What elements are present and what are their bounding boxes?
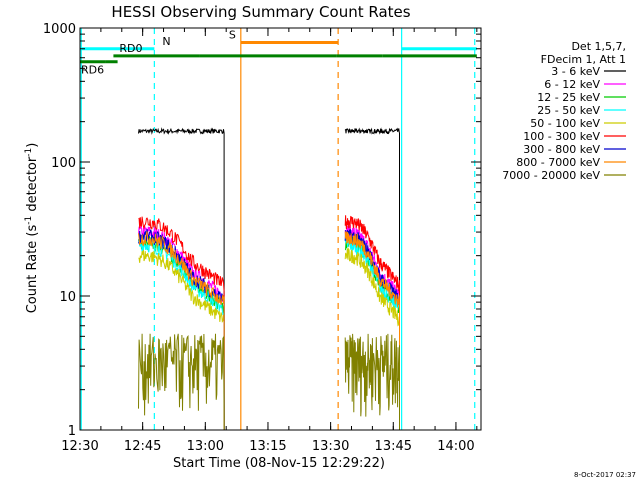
series-line-5 — [138, 215, 400, 430]
y-axis-label-part2: detector — [25, 156, 40, 216]
series-lines — [138, 127, 400, 430]
chart-title: HESSI Observing Summary Count Rates — [111, 3, 410, 21]
flag-label: RD6 — [81, 64, 104, 77]
flag-label: S — [229, 28, 236, 41]
series-line-8 — [138, 333, 400, 430]
axes: 12:30 12:45 13:00 13:15 13:30 13:45 14:00 1 10 10… — [43, 22, 482, 454]
x-tick-label: 13:30 — [312, 439, 349, 454]
x-tick-label: 12:30 — [61, 439, 98, 454]
x-axis-label: Start Time (08-Nov-15 12:29:22) — [173, 456, 385, 471]
x-tick-label: 13:45 — [375, 439, 412, 454]
flag-label: N — [162, 35, 170, 48]
x-tick-label: 14:00 — [437, 439, 474, 454]
y-axis-label-part1: Count Rate (s — [25, 225, 40, 314]
legend-label: 100 - 300 keV — [523, 130, 600, 143]
legend-label: 7000 - 20000 keV — [502, 169, 600, 182]
legend-label: 3 - 6 keV — [551, 65, 600, 78]
legend-header: Det 1,5,7, — [571, 40, 626, 53]
timestamp: 8-Oct-2017 02:37 — [574, 471, 636, 479]
x-tick-label: 13:15 — [249, 439, 286, 454]
y-tick-label: 1000 — [43, 22, 76, 37]
legend-label: 800 - 7000 keV — [516, 156, 600, 169]
flag-label: RD0 — [119, 42, 142, 55]
legend-label: 6 - 12 keV — [544, 78, 600, 91]
x-tick-label: 12:45 — [124, 439, 161, 454]
legend-label: 50 - 100 keV — [530, 117, 600, 130]
y-axis-label-part3: ) — [25, 143, 40, 148]
y-tick-label: 10 — [59, 290, 76, 305]
legend-header: FDecim 1, Att 1 — [541, 53, 626, 66]
series-line-7 — [138, 231, 400, 430]
legend-label: 25 - 50 keV — [537, 104, 600, 117]
y-axis-label: Count Rate (s-1 detector-1) — [24, 143, 40, 314]
plot-frame — [79, 27, 482, 431]
y-tick-label: 100 — [51, 156, 76, 171]
y-axis-label-sup1: -1 — [24, 216, 34, 225]
y-axis-label-sup2: -1 — [24, 148, 34, 157]
series-line-0 — [138, 127, 400, 430]
legend-label: 12 - 25 keV — [537, 91, 600, 104]
legend-label: 300 - 800 keV — [523, 143, 600, 156]
y-tick-label: 1 — [68, 424, 76, 439]
series-line-4 — [138, 247, 400, 430]
x-tick-label: 13:00 — [187, 439, 224, 454]
instrument-flags: N S RD0 RD6 — [80, 28, 477, 430]
